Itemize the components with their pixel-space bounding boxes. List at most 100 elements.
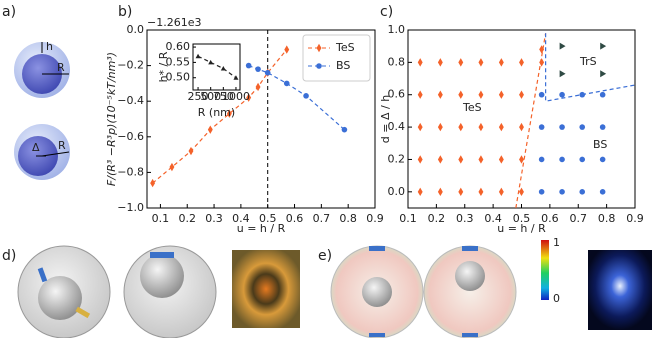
x-tick-label: 0.3 xyxy=(205,212,223,225)
y-tick-label: −0.8 xyxy=(117,165,144,178)
y-axis-label: h* / R xyxy=(157,51,170,82)
marker xyxy=(600,70,607,78)
x-axis-label: u = h / R xyxy=(497,222,546,235)
x-tick-label: 500 xyxy=(200,90,221,103)
marker xyxy=(538,156,545,163)
marker xyxy=(255,82,261,92)
x-tick-label: 0.1 xyxy=(152,212,170,225)
marker xyxy=(245,62,252,69)
marker xyxy=(169,162,175,172)
marker xyxy=(458,155,464,164)
schematic-bottom: Δ R xyxy=(14,124,70,180)
x-tick-label: 0.5 xyxy=(259,212,277,225)
marker xyxy=(195,53,201,59)
marker xyxy=(437,155,443,164)
marker xyxy=(538,91,545,98)
y-tick-label: −0.6 xyxy=(117,130,144,143)
panel-label: b) xyxy=(118,4,132,20)
x-tick-label: 0.4 xyxy=(232,212,250,225)
y-tick-label: 0.8 xyxy=(388,55,406,68)
marker xyxy=(498,122,504,132)
panel-label: c) xyxy=(380,4,393,20)
marker xyxy=(498,90,504,99)
marker xyxy=(519,187,524,197)
marker xyxy=(559,70,566,78)
label-h: h xyxy=(46,40,53,53)
y-tick-label: 0.4 xyxy=(388,120,406,133)
marker xyxy=(599,124,606,130)
marker xyxy=(284,45,290,54)
marker xyxy=(437,187,443,197)
marker xyxy=(283,80,290,87)
plot-frame xyxy=(407,29,636,209)
simulation-image xyxy=(123,245,217,338)
marker xyxy=(417,90,423,99)
series-line xyxy=(152,49,288,184)
x-tick-label: 0.2 xyxy=(178,212,196,225)
panel-label: a) xyxy=(2,4,16,20)
marker xyxy=(538,189,545,195)
photo-image xyxy=(588,250,652,330)
legend-label: BS xyxy=(336,59,350,72)
marker xyxy=(437,122,443,132)
marker xyxy=(458,122,464,132)
marker xyxy=(559,156,565,163)
legend-label: TeS xyxy=(335,41,355,54)
x-tick-label: 250 xyxy=(188,90,209,103)
marker xyxy=(519,90,524,99)
marker xyxy=(519,58,524,67)
colorbar xyxy=(541,240,549,300)
region-label: BS xyxy=(593,138,607,151)
x-axis-label: R (nm) xyxy=(198,106,235,119)
marker xyxy=(150,178,156,188)
label-r: R xyxy=(57,61,65,74)
marker xyxy=(417,155,423,164)
y-tick-label: −0.2 xyxy=(117,59,144,72)
x-tick-label: 0.9 xyxy=(366,212,384,225)
y-tick-label: 1.0 xyxy=(388,23,406,36)
marker xyxy=(255,66,261,72)
marker xyxy=(303,93,309,99)
x-tick-label: 0.6 xyxy=(286,212,304,225)
marker xyxy=(599,91,606,98)
y-tick-label: 0.0 xyxy=(127,23,145,36)
marker xyxy=(226,109,232,118)
series-line xyxy=(197,55,237,79)
texture-image xyxy=(232,250,300,328)
marker xyxy=(538,124,545,130)
marker xyxy=(478,122,484,132)
marker xyxy=(316,43,322,53)
simulation-image xyxy=(17,245,111,338)
marker xyxy=(498,58,504,67)
x-tick-label: 0.1 xyxy=(399,212,417,225)
region-label: TeS xyxy=(462,101,482,114)
marker xyxy=(458,58,464,67)
marker xyxy=(188,146,194,156)
y-tick-label: 0.60 xyxy=(166,40,191,53)
y-tick-label: −1.0 xyxy=(117,201,144,214)
marker xyxy=(579,156,586,163)
marker xyxy=(208,59,214,65)
marker xyxy=(519,155,524,164)
marker xyxy=(599,156,606,163)
boundary-line xyxy=(545,33,636,102)
label-delta: Δ xyxy=(32,141,40,154)
simulation-image xyxy=(423,245,517,338)
simulation-image xyxy=(330,245,424,338)
marker xyxy=(559,124,565,130)
y-tick-label: 0.2 xyxy=(388,152,406,165)
marker xyxy=(498,155,504,164)
region-label: TrS xyxy=(579,55,597,68)
colorbar-min: 0 xyxy=(553,292,560,305)
x-tick-label: 0.9 xyxy=(626,212,644,225)
x-tick-label: 0.3 xyxy=(456,212,474,225)
panel-label: d) xyxy=(2,248,16,264)
x-tick-label: 1000 xyxy=(222,90,250,103)
schematic-top: h R xyxy=(14,40,70,98)
marker xyxy=(246,93,252,102)
marker xyxy=(498,187,504,197)
marker xyxy=(539,58,545,67)
y-tick-label: 0.6 xyxy=(388,88,406,101)
marker xyxy=(579,124,586,130)
